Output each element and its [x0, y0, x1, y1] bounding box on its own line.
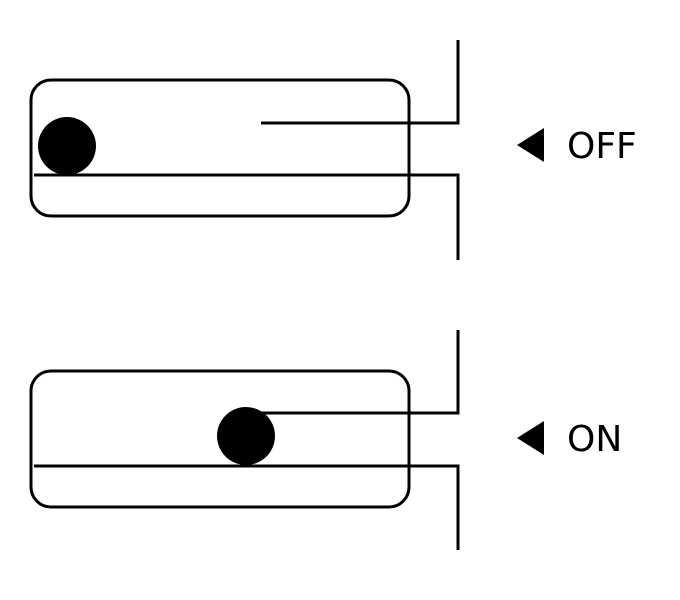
switch-off-state: OFF: [29, 40, 637, 260]
pointer-arrow-icon: [517, 421, 544, 455]
switch-housing: [29, 369, 411, 509]
switch-housing: [29, 78, 411, 218]
pointer-arrow-icon: [517, 128, 544, 162]
state-label-off: OFF: [567, 126, 637, 167]
contact-ball: [217, 407, 275, 465]
switch-on-state: ON: [29, 330, 622, 550]
contact-ball: [38, 117, 96, 175]
state-label-on: ON: [567, 419, 622, 460]
upper-contact-wire: [261, 40, 460, 125]
lower-contact-wire: [34, 464, 460, 550]
lower-contact-wire: [34, 173, 460, 260]
upper-contact-wire: [247, 330, 460, 415]
